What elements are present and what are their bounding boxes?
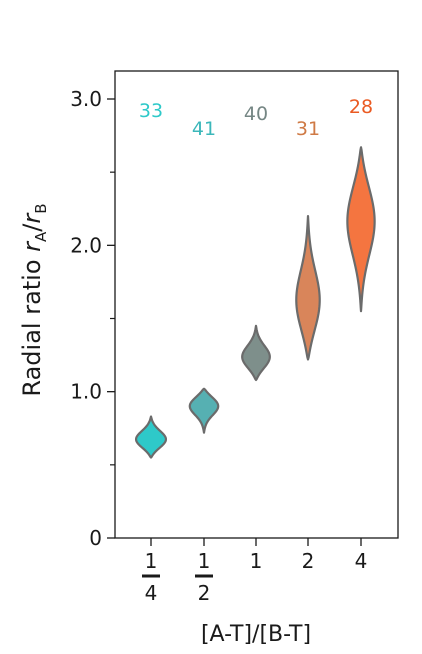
y-tick-label: 1.0	[70, 380, 102, 404]
y-axis-label-slash: /	[18, 223, 46, 232]
violin-layer	[134, 146, 376, 459]
y-axis: 0 1.0 2.0 3.0	[70, 87, 115, 550]
x-tick-label-fraction: 12	[195, 549, 213, 605]
x-tick-label-denominator: 2	[198, 581, 211, 605]
plot-frame	[114, 70, 399, 539]
y-axis-label: Radial ratio rA/rB	[18, 203, 50, 396]
x-tick-label-numerator: 1	[198, 549, 211, 573]
sample-count-label: 33	[139, 100, 163, 122]
violin-4	[295, 214, 321, 361]
sample-count-label: 41	[192, 118, 216, 140]
sample-count-label: 28	[349, 96, 373, 118]
x-axis-label: [A-T]/[B-T]	[201, 622, 311, 647]
y-axis-label-main: Radial ratio	[18, 252, 46, 397]
x-tick-label: 2	[302, 549, 315, 573]
violin-2	[188, 387, 220, 434]
violin-5	[346, 146, 376, 313]
sample-count-label: 31	[296, 118, 320, 140]
x-tick-label-numerator: 1	[145, 549, 158, 573]
y-axis-label-ra-sub: A	[32, 231, 50, 242]
y-tick-label: 2.0	[70, 233, 102, 257]
x-tick-label-fraction: 14	[142, 549, 160, 605]
y-axis-label-rb-sub: B	[32, 203, 50, 213]
x-tick-label: 4	[355, 549, 368, 573]
y-tick-label: 0	[89, 526, 102, 550]
x-tick-label-denominator: 4	[145, 581, 158, 605]
x-tick-label: 1	[250, 549, 263, 573]
violin-3	[241, 324, 271, 382]
y-tick-label: 3.0	[70, 87, 102, 111]
sample-count-label: 40	[244, 103, 268, 125]
y-axis-label-ra: r	[18, 240, 46, 252]
count-label-layer: 33 41 40 31 28	[139, 96, 373, 140]
violin-1	[134, 415, 168, 459]
y-axis-label-rb: r	[18, 212, 46, 224]
